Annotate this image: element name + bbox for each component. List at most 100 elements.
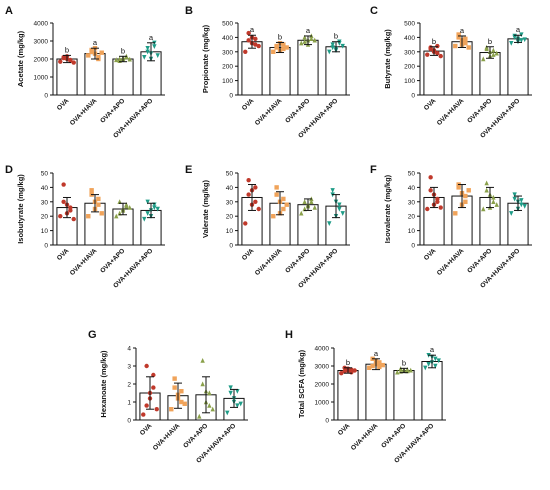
- y-axis-label: Total SCFA (mg/kg): [297, 349, 306, 418]
- data-point: [179, 399, 184, 405]
- data-point: [114, 57, 119, 63]
- y-tick-label: 500: [404, 21, 415, 28]
- x-tick-label: OVA+HAVA: [254, 247, 284, 277]
- data-point: [463, 193, 468, 199]
- data-point: [352, 368, 357, 373]
- bar: [507, 38, 529, 96]
- panel-letter: H: [285, 329, 293, 341]
- data-point: [491, 199, 496, 204]
- data-point: [96, 196, 101, 202]
- x-tick-label: OVA+HAVA: [69, 97, 99, 127]
- data-point: [155, 206, 160, 212]
- x-tick-label: OVA+APO: [466, 247, 493, 274]
- data-point: [435, 196, 440, 202]
- data-point: [309, 199, 314, 204]
- significance-letter: b: [334, 32, 338, 41]
- x-tick-label: OVA+HAVA: [69, 247, 99, 277]
- y-tick-label: 30: [408, 199, 416, 206]
- x-tick-label: OVA: [423, 247, 438, 262]
- y-tick-label: 40: [41, 185, 49, 192]
- bar: [297, 39, 319, 96]
- data-point: [395, 369, 400, 375]
- data-point: [463, 40, 468, 46]
- data-point: [494, 202, 499, 207]
- data-point: [246, 30, 251, 36]
- y-tick-label: 0: [229, 93, 233, 100]
- y-tick-label: 50: [408, 171, 416, 178]
- data-point: [463, 36, 468, 42]
- data-point: [438, 205, 443, 210]
- data-point: [274, 185, 279, 190]
- y-tick-label: 1: [127, 400, 131, 407]
- significance-letter: a: [306, 26, 311, 35]
- y-tick-label: 200: [222, 64, 233, 71]
- data-point: [228, 390, 233, 396]
- data-point: [99, 50, 104, 55]
- data-point: [405, 368, 410, 374]
- data-point: [253, 36, 258, 42]
- data-point: [519, 32, 524, 38]
- data-point: [256, 43, 261, 49]
- x-tick-label: OVA+HAVA: [254, 97, 284, 127]
- data-point: [456, 32, 461, 37]
- x-tick-label: OVA+APO: [284, 247, 311, 274]
- y-tick-label: 300: [404, 49, 415, 56]
- panel-letter: F: [370, 164, 377, 176]
- data-point: [127, 204, 132, 210]
- x-tick-label: OVA+HAVA: [436, 247, 466, 277]
- data-point: [377, 360, 382, 365]
- data-point: [330, 188, 335, 193]
- panel-letter: A: [5, 5, 13, 17]
- significance-letter: a: [149, 33, 154, 42]
- bar: [269, 46, 291, 96]
- data-point: [235, 403, 240, 409]
- data-point: [207, 403, 212, 408]
- data-point: [246, 178, 251, 183]
- significance-letter: a: [374, 349, 379, 358]
- data-point: [519, 202, 524, 208]
- panel-f: F 0 10 20 30 40 50 Isovalerate (mg/kg) OVAOVA+HA…: [370, 164, 532, 290]
- y-tick-label: 200: [404, 64, 415, 71]
- data-point: [61, 199, 66, 204]
- data-point: [210, 406, 215, 412]
- data-point: [145, 211, 150, 216]
- significance-letter: a: [460, 26, 465, 35]
- x-tick-label: OVA+APO: [380, 422, 407, 449]
- data-point: [436, 358, 441, 364]
- data-point: [340, 211, 345, 216]
- data-point: [200, 381, 205, 387]
- bar: [451, 41, 473, 96]
- y-tick-label: 0: [411, 93, 415, 100]
- data-point: [142, 55, 147, 60]
- data-point: [172, 376, 177, 381]
- bar: [365, 363, 387, 421]
- data-point: [484, 180, 489, 186]
- data-point: [68, 205, 73, 210]
- data-point: [274, 45, 279, 50]
- data-point: [99, 211, 104, 216]
- data-point: [428, 46, 433, 52]
- data-point: [145, 199, 150, 205]
- data-point: [238, 401, 243, 407]
- bar: [337, 370, 359, 421]
- data-point: [484, 187, 489, 193]
- y-tick-label: 4: [127, 346, 131, 353]
- data-point: [456, 35, 461, 40]
- data-point: [509, 40, 514, 46]
- data-point: [58, 59, 63, 64]
- data-point: [491, 52, 496, 57]
- significance-letter: a: [93, 38, 98, 47]
- panel-letter: G: [88, 329, 97, 341]
- data-point: [169, 407, 174, 412]
- x-tick-label: OVA+APO: [99, 247, 126, 274]
- significance-letter: b: [432, 37, 436, 46]
- x-tick-label: OVA+APO: [466, 97, 493, 124]
- data-point: [491, 194, 496, 200]
- y-tick-label: 10: [41, 228, 49, 235]
- data-point: [96, 202, 101, 207]
- y-tick-label: 100: [404, 78, 415, 85]
- data-point: [456, 185, 461, 190]
- significance-letter: b: [65, 45, 69, 54]
- data-point: [339, 371, 344, 376]
